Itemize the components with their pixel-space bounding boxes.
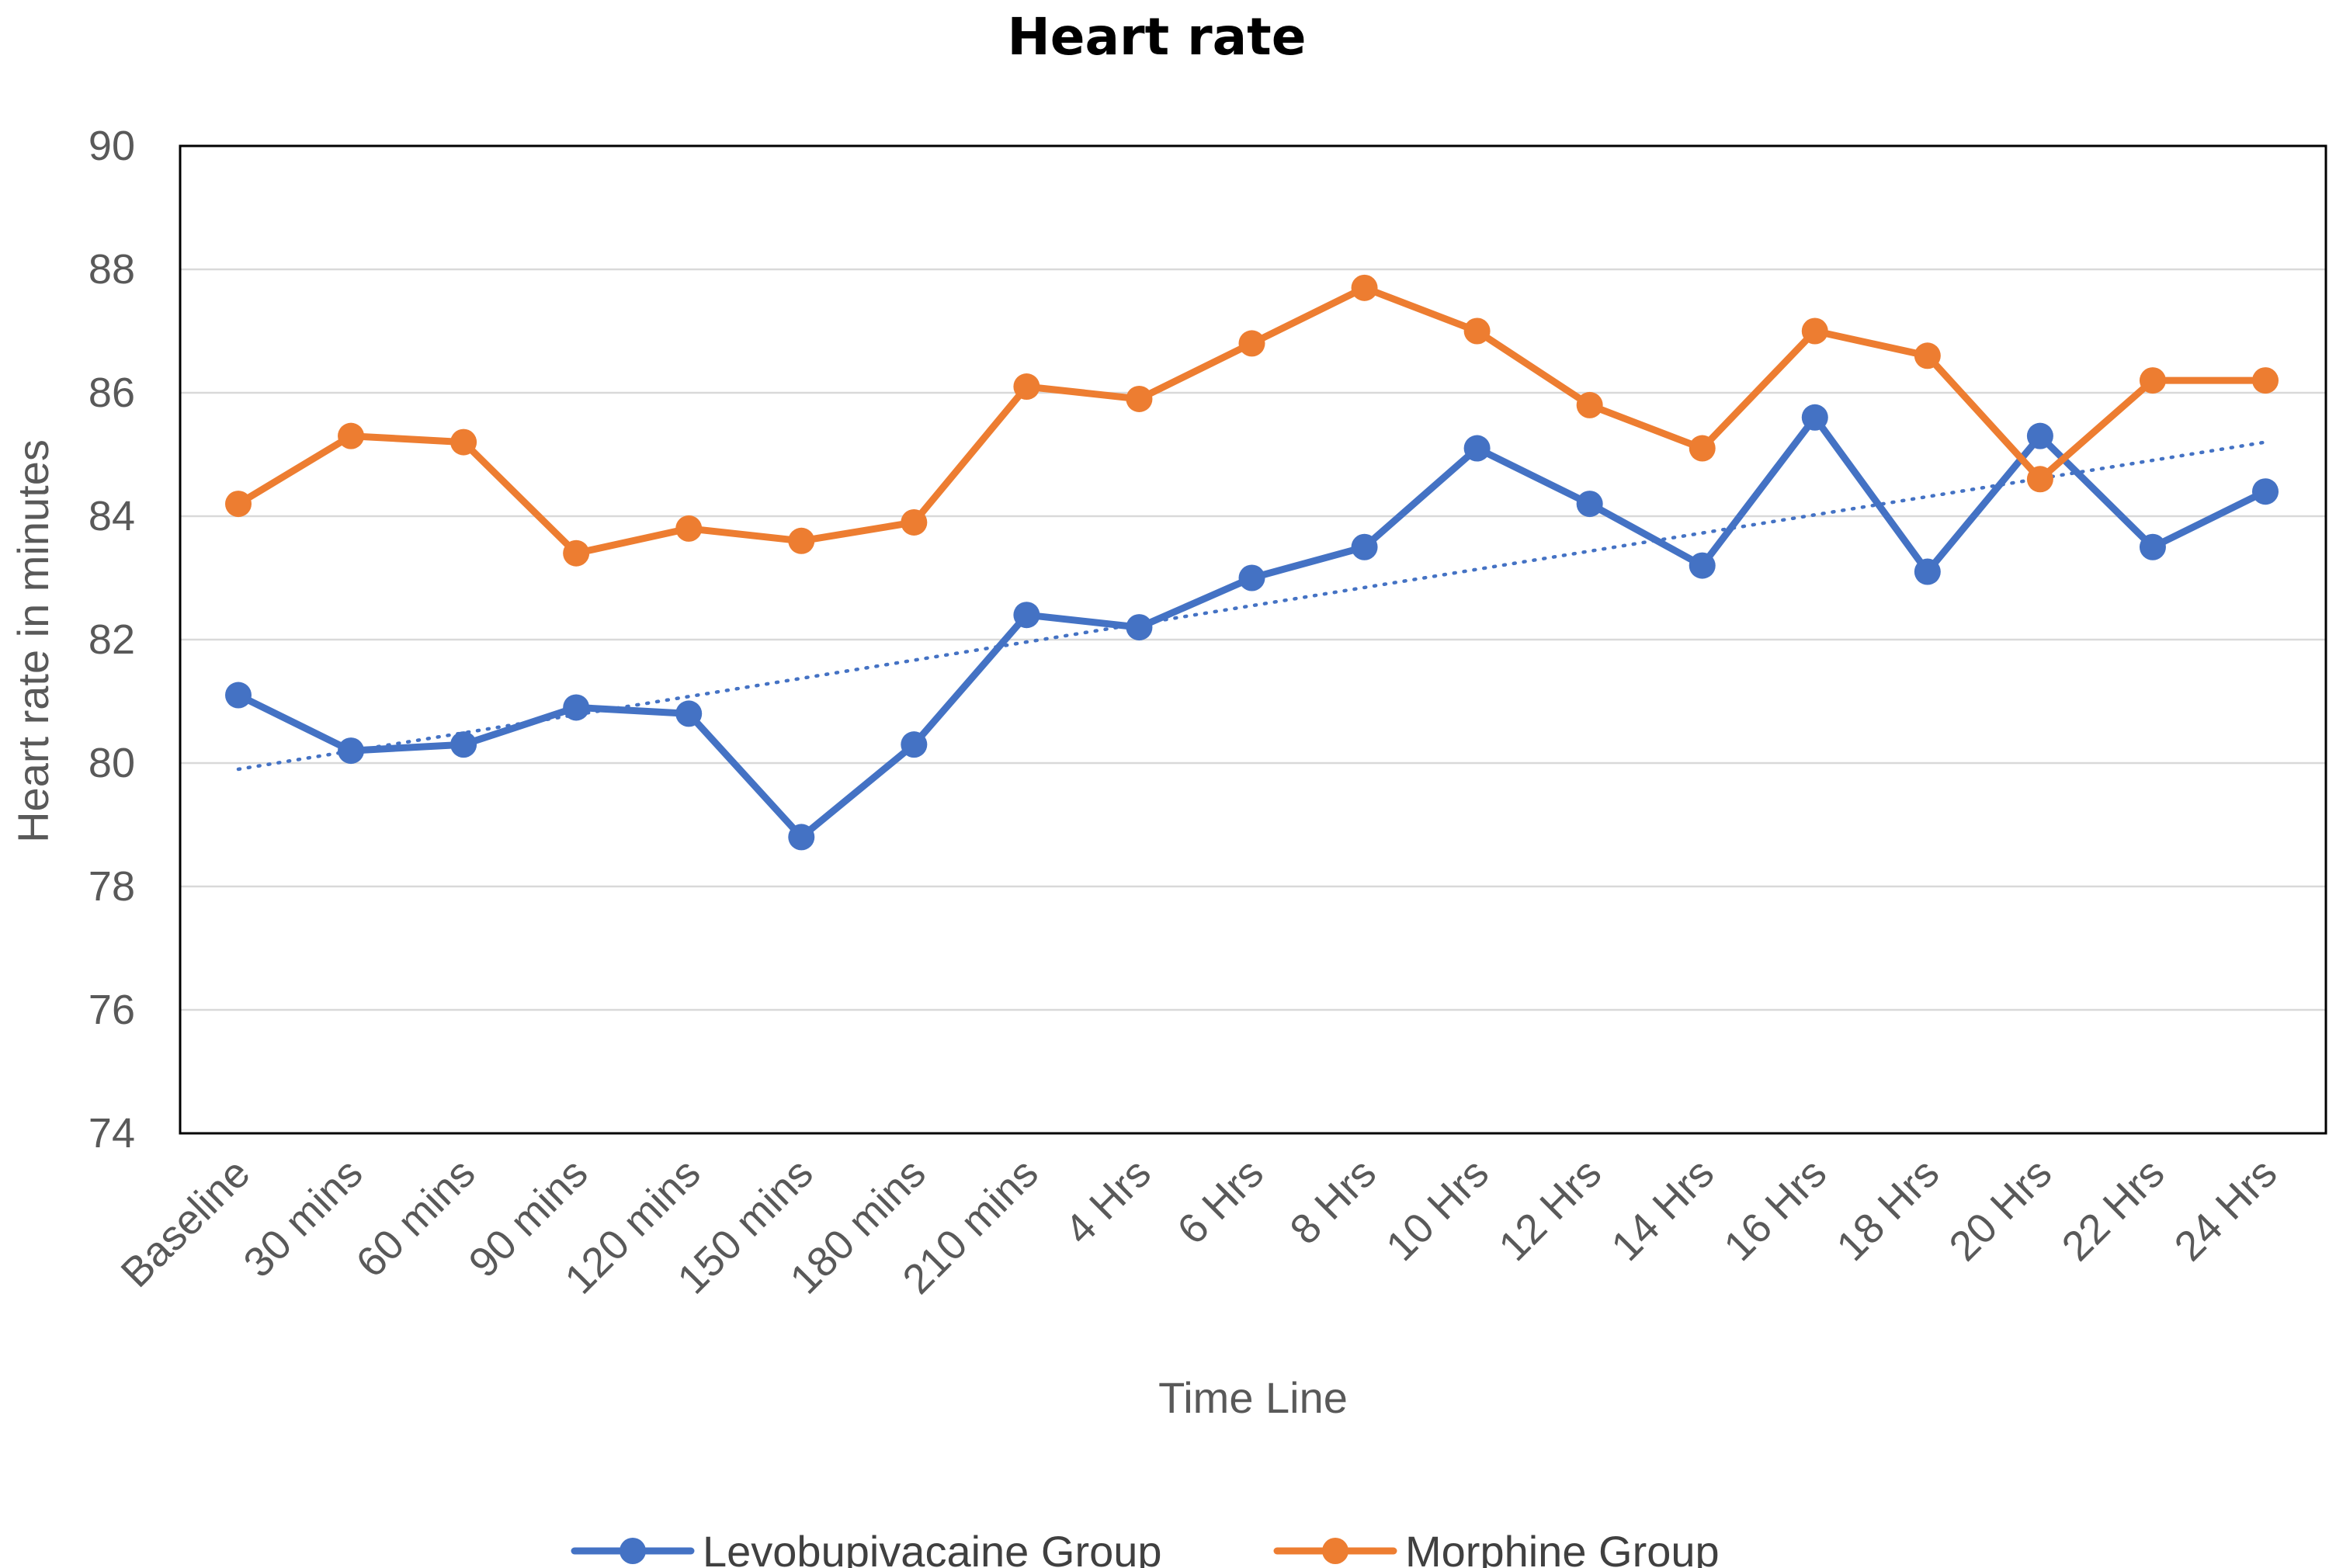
series-layer (225, 274, 2279, 851)
y-tick-label: 84 (89, 493, 135, 539)
data-point-levobupivacaine-group (1351, 533, 1378, 560)
data-point-morphine-group (675, 515, 703, 542)
chart-title: Heart rate (1007, 7, 1306, 67)
data-point-morphine-group (450, 428, 477, 456)
data-point-levobupivacaine-group (225, 682, 252, 709)
y-tick-label: 90 (89, 123, 135, 169)
data-point-levobupivacaine-group (1238, 564, 1265, 591)
data-point-levobupivacaine-group (2139, 533, 2166, 560)
data-point-morphine-group (1689, 435, 1716, 462)
data-point-morphine-group (1351, 274, 1378, 301)
data-point-morphine-group (2026, 466, 2053, 493)
legend-label: Levobupivacaine Group (703, 1527, 1162, 1568)
data-point-morphine-group (1463, 317, 1491, 345)
data-point-morphine-group (1801, 317, 1828, 345)
y-axis-ticks: 74 76 78 80 82 84 86 88 90 (89, 123, 135, 1157)
data-point-levobupivacaine-group (788, 824, 815, 851)
y-tick-label: 82 (89, 616, 135, 663)
legend-swatch-marker (1322, 1538, 1348, 1564)
data-point-levobupivacaine-group (563, 694, 590, 721)
y-tick-label: 80 (89, 740, 135, 786)
data-point-levobupivacaine-group (1126, 614, 1153, 641)
data-point-levobupivacaine-group (450, 731, 477, 758)
data-point-levobupivacaine-group (1463, 435, 1491, 462)
data-point-levobupivacaine-group (1013, 602, 1040, 629)
y-tick-label: 88 (89, 246, 135, 293)
y-tick-label: 76 (89, 987, 135, 1033)
data-point-levobupivacaine-group (675, 700, 703, 727)
data-point-levobupivacaine-group (2252, 478, 2279, 505)
data-point-levobupivacaine-group (2026, 422, 2053, 449)
legend-swatch-marker (620, 1538, 646, 1564)
data-point-morphine-group (788, 527, 815, 554)
data-point-levobupivacaine-group (1689, 552, 1716, 579)
y-axis-title: Heart rate in minutes (9, 439, 57, 843)
legend-label: Morphine Group (1405, 1527, 1720, 1568)
data-point-levobupivacaine-group (1576, 491, 1603, 518)
data-point-levobupivacaine-group (1914, 558, 1941, 585)
data-point-morphine-group (1238, 330, 1265, 357)
y-tick-label: 74 (89, 1110, 135, 1157)
data-point-morphine-group (1576, 391, 1603, 418)
legend: Levobupivacaine Group Morphine Group (571, 1527, 1720, 1568)
plot-area-frame (179, 144, 2327, 1135)
data-point-morphine-group (225, 491, 252, 518)
y-tick-label: 78 (89, 863, 135, 910)
data-point-morphine-group (1013, 373, 1040, 401)
data-point-morphine-group (2252, 367, 2279, 394)
data-point-morphine-group (1914, 342, 1941, 369)
data-point-morphine-group (901, 508, 928, 536)
data-point-morphine-group (563, 539, 590, 567)
x-axis-title: Time Line (1158, 1373, 1348, 1422)
data-point-morphine-group (1126, 385, 1153, 412)
data-point-levobupivacaine-group (1801, 404, 1828, 431)
data-point-levobupivacaine-group (901, 731, 928, 758)
data-point-morphine-group (338, 422, 365, 449)
data-point-morphine-group (2139, 367, 2166, 394)
data-point-levobupivacaine-group (338, 737, 365, 765)
y-tick-label: 86 (89, 369, 135, 416)
